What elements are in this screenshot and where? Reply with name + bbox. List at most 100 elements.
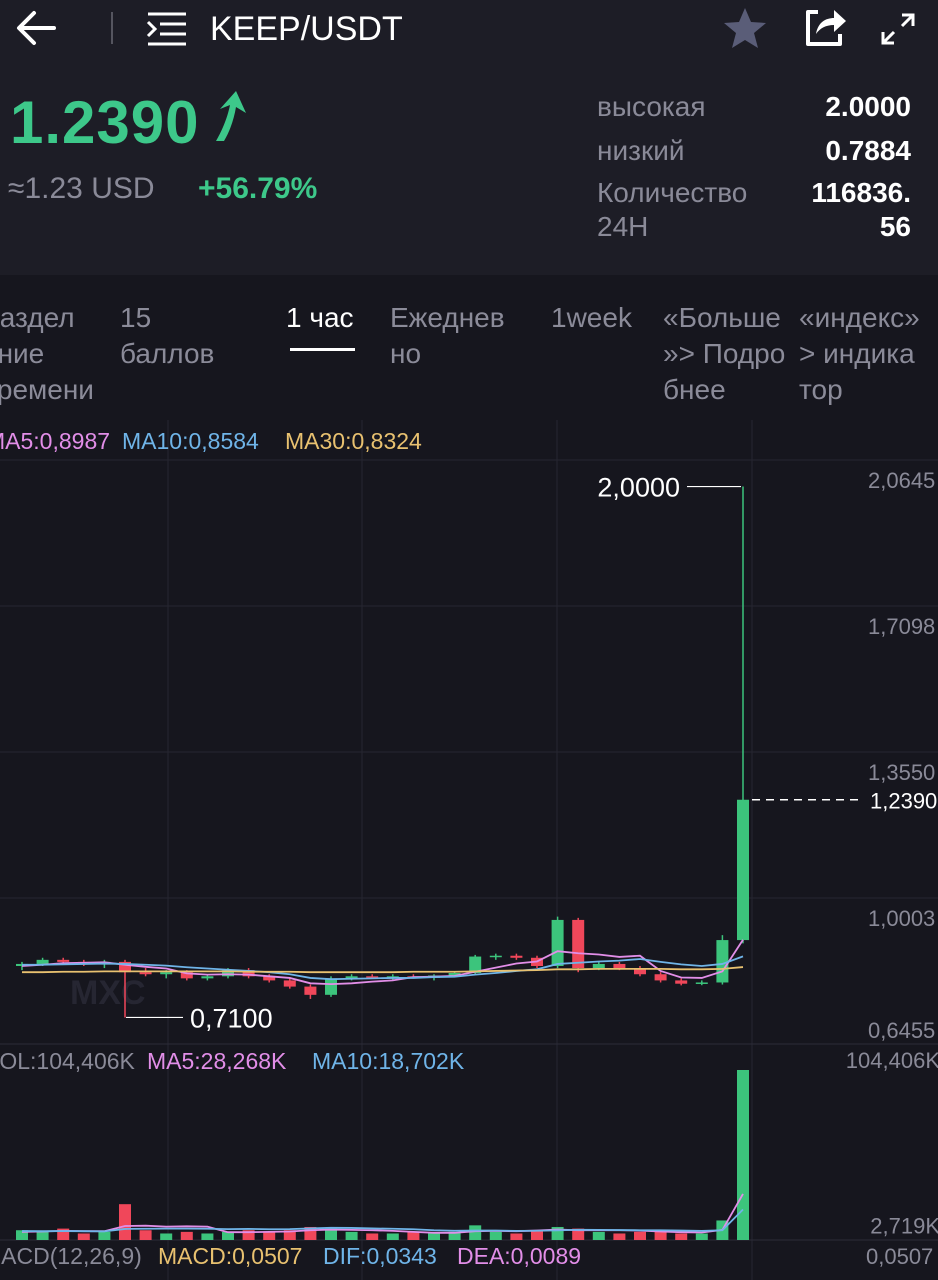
candle-body <box>222 970 234 977</box>
candle-body <box>634 968 646 975</box>
tab[interactable]: «индекс» > индика тор <box>799 300 920 408</box>
current-price-label: 1,2390 <box>870 789 937 814</box>
volume-bar <box>98 1231 111 1240</box>
macd-legend: MACD:0,0507 <box>158 1243 302 1269</box>
candle-body <box>325 978 337 995</box>
tab[interactable]: Ежеднев но <box>390 300 505 372</box>
y-tick-label: 0,6455 <box>868 1018 935 1043</box>
candle-body <box>201 976 214 979</box>
volume-bar <box>180 1231 193 1240</box>
stat-value: 0.7884 <box>825 134 911 168</box>
volume-bar <box>242 1230 255 1240</box>
tab[interactable]: 1 час <box>286 300 354 336</box>
y-tick-label: 1,7098 <box>868 614 935 639</box>
stat-label: низкий <box>597 134 684 168</box>
divider <box>111 12 113 44</box>
volume-bar <box>77 1233 90 1240</box>
y-tick-label: 2,0645 <box>868 468 935 493</box>
volume-bar <box>160 1233 173 1240</box>
back-button[interactable] <box>14 8 58 48</box>
volume-bar <box>201 1233 214 1240</box>
price-text: 1.2390 <box>10 89 200 156</box>
tab-line: «Больше <box>663 302 781 333</box>
menu-button[interactable] <box>146 10 188 48</box>
candle-body <box>675 980 688 984</box>
ma-legend: MA30:0,8324 <box>285 428 422 454</box>
candle-body <box>263 976 276 981</box>
stat-value: 2.0000 <box>825 90 911 124</box>
candle-body <box>283 980 296 987</box>
y-tick-label: 1,3550 <box>868 760 935 785</box>
stat-label-line: высокая <box>597 91 706 122</box>
ma-legend: MA10:0,8584 <box>122 428 259 454</box>
change-percent: +56.79% <box>198 172 318 205</box>
volume-legend: MA5:28,268K <box>147 1048 287 1074</box>
fullscreen-button[interactable] <box>880 12 916 46</box>
volume-bar <box>428 1233 440 1240</box>
candle-body <box>448 973 461 976</box>
candle-body <box>469 956 482 974</box>
share-button[interactable] <box>802 4 848 50</box>
candle-body <box>304 986 317 995</box>
tab-line: > индика <box>799 338 915 369</box>
candle-body <box>36 959 49 964</box>
volume-bar <box>283 1230 296 1240</box>
volume-bar <box>263 1231 276 1240</box>
volume-bar <box>695 1233 708 1240</box>
up-arrow <box>215 91 246 141</box>
candle-body <box>160 972 173 975</box>
tab-line: тор <box>799 374 843 405</box>
watermark: MXC <box>70 974 146 1012</box>
candle-body <box>180 972 193 979</box>
volume-tick-label: 2,719K <box>870 1214 938 1239</box>
volume-bar <box>489 1231 502 1240</box>
volume-bar <box>592 1231 605 1240</box>
volume-bar <box>325 1228 337 1240</box>
vertical-grid <box>167 420 753 1280</box>
ma-legend: MA5:0,8987 <box>0 428 110 454</box>
stat-value-line: 2.0000 <box>825 91 911 122</box>
tab-line: но <box>390 338 422 369</box>
current-price-tag <box>864 784 938 815</box>
candle-body <box>489 955 502 958</box>
volume-bar <box>634 1231 646 1240</box>
volume-tick-label: 104,406K <box>846 1048 938 1073</box>
candle-body <box>139 972 152 975</box>
volume-bar <box>675 1233 688 1240</box>
volume-bar <box>222 1231 234 1240</box>
volume-bar <box>510 1233 523 1240</box>
ma-line <box>21 939 744 986</box>
candle-body <box>654 974 667 981</box>
volume-bar <box>139 1230 152 1240</box>
volume-bar <box>531 1230 543 1240</box>
ma-line <box>22 955 744 981</box>
volume-legend: VOL:104,406K <box>0 1048 136 1074</box>
tab[interactable]: «Больше »> Подро бнее <box>663 300 785 408</box>
active-underline <box>290 348 355 351</box>
tab[interactable]: 15 баллов <box>120 300 214 372</box>
tab-line: бнее <box>663 374 726 405</box>
volume-legend: MA10:18,702K <box>312 1048 465 1074</box>
pair-title: KEEP/USDT <box>210 10 403 48</box>
volume-bar <box>366 1233 379 1240</box>
volume-bar <box>345 1231 358 1240</box>
last-price: 1.2390 <box>10 88 250 157</box>
candle-body <box>572 919 585 969</box>
favorite-button[interactable] <box>722 6 768 50</box>
tab[interactable]: Раздел ение времени <box>0 300 94 408</box>
macd-legend: MACD(12,26,9) <box>0 1243 142 1269</box>
candle-body <box>716 940 729 983</box>
tab[interactable]: 1week <box>551 300 632 336</box>
ma-line <box>22 966 744 974</box>
macd-legend: DEA:0,0089 <box>457 1243 581 1269</box>
candle-body <box>695 982 708 984</box>
header: KEEP/USDT 1.2390 ≈1.23 USD +56.79% высок… <box>0 0 938 275</box>
candle-body <box>737 799 749 941</box>
volume-bar <box>469 1225 482 1240</box>
stat-value: 116836. 56 <box>811 176 911 244</box>
max-annotation: 2,0000 <box>597 473 680 503</box>
volume-bar <box>16 1230 28 1240</box>
tab-line: ение <box>0 338 45 369</box>
volume-bar <box>654 1230 667 1240</box>
